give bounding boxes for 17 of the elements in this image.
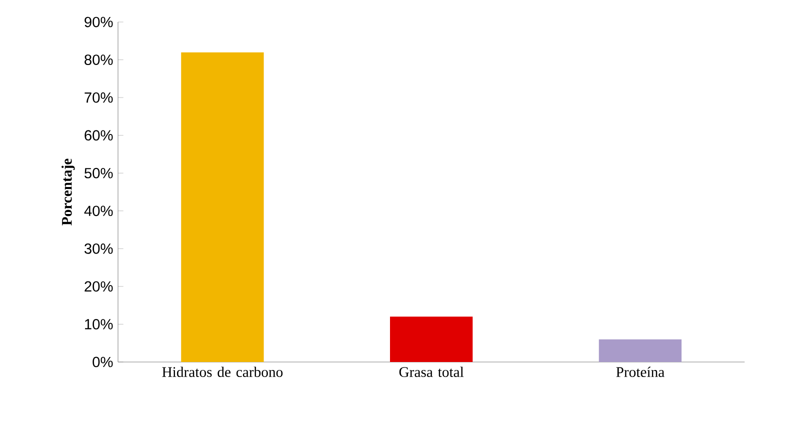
x-tick-label: Grasa total — [399, 366, 464, 378]
y-tick-label: 20% — [84, 281, 113, 292]
y-tick-label: 10% — [85, 319, 113, 330]
bar — [598, 339, 682, 362]
y-tick-label: 60% — [84, 130, 113, 141]
bar — [390, 316, 473, 362]
y-tick-label: 80% — [84, 54, 113, 65]
y-tick-label: 0% — [92, 356, 113, 368]
bar — [181, 52, 264, 362]
x-tick-label: Hidratos de carbono — [162, 366, 283, 378]
y-tick-label: 30% — [84, 243, 113, 254]
y-tick-label: 50% — [84, 168, 113, 178]
y-tick-label: 40% — [84, 206, 113, 216]
y-axis-title: Porcentaje — [62, 158, 75, 226]
x-tick-label: Proteína — [616, 366, 664, 378]
y-tick-label: 90% — [84, 16, 113, 28]
y-tick-label: 70% — [84, 92, 113, 103]
